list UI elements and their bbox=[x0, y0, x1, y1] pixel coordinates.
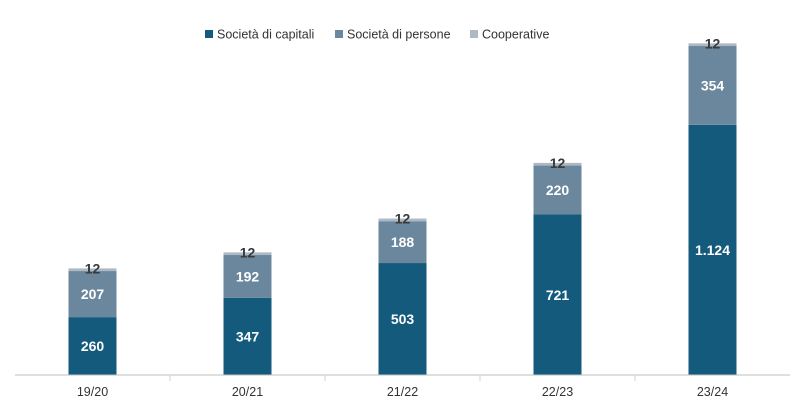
bar-1-series-0 bbox=[223, 297, 272, 375]
bar-3-series-1 bbox=[533, 165, 582, 215]
data-label-2-series-1: 188 bbox=[391, 234, 415, 250]
data-label-2-series-2: 12 bbox=[395, 211, 411, 227]
legend-label-2: Cooperative bbox=[482, 28, 549, 42]
bar-2-series-1 bbox=[378, 221, 427, 264]
bar-3-series-2 bbox=[533, 162, 582, 166]
bar-1-series-2 bbox=[223, 252, 272, 256]
data-label-0-series-0: 260 bbox=[81, 338, 105, 354]
x-axis-ticks: 19/20 20/21 21/22 22/23 23/24 bbox=[77, 375, 728, 399]
x-tick-label-3: 22/23 bbox=[542, 385, 573, 399]
x-tick-label-1: 20/21 bbox=[232, 385, 263, 399]
legend-swatch-1 bbox=[335, 30, 343, 38]
data-label-1-series-1: 192 bbox=[236, 268, 260, 284]
legend: Società di capitali Società di persone Coo… bbox=[205, 28, 549, 42]
bar-4-series-0 bbox=[688, 124, 737, 375]
data-label-2-series-0: 503 bbox=[391, 311, 415, 327]
legend-label-0: Società di capitali bbox=[217, 28, 314, 42]
data-label-4-series-0: 1.124 bbox=[695, 242, 730, 258]
data-label-3-series-2: 12 bbox=[550, 155, 566, 171]
x-tick-label-0: 19/20 bbox=[77, 385, 108, 399]
bar-3-series-0 bbox=[533, 214, 582, 375]
data-label-0-series-1: 207 bbox=[81, 286, 105, 302]
data-label-4-series-2: 12 bbox=[705, 35, 721, 51]
legend-swatch-0 bbox=[205, 30, 213, 38]
data-label-3-series-1: 220 bbox=[546, 182, 570, 198]
bar-0-series-0 bbox=[68, 317, 117, 375]
bar-2-series-2 bbox=[378, 218, 427, 222]
x-tick-label-4: 23/24 bbox=[697, 385, 728, 399]
bar-4-series-1 bbox=[688, 46, 737, 125]
data-label-0-series-2: 12 bbox=[85, 260, 101, 276]
bar-1-series-1 bbox=[223, 255, 272, 298]
legend-label-1: Società di persone bbox=[347, 28, 451, 42]
bar-0-series-1 bbox=[68, 271, 117, 318]
data-label-4-series-1: 354 bbox=[701, 77, 725, 93]
bar-4-series-2 bbox=[688, 43, 737, 47]
x-tick-label-2: 21/22 bbox=[387, 385, 418, 399]
bar-2-series-0 bbox=[378, 263, 427, 375]
bar-0-series-2 bbox=[68, 268, 117, 272]
legend-swatch-2 bbox=[470, 30, 478, 38]
data-label-1-series-2: 12 bbox=[240, 244, 256, 260]
bars: 260 207 12 347 192 12 503 188 12 721 220 12 1.124 354… bbox=[68, 35, 737, 375]
data-label-1-series-0: 347 bbox=[236, 328, 260, 344]
data-label-3-series-0: 721 bbox=[546, 287, 570, 303]
